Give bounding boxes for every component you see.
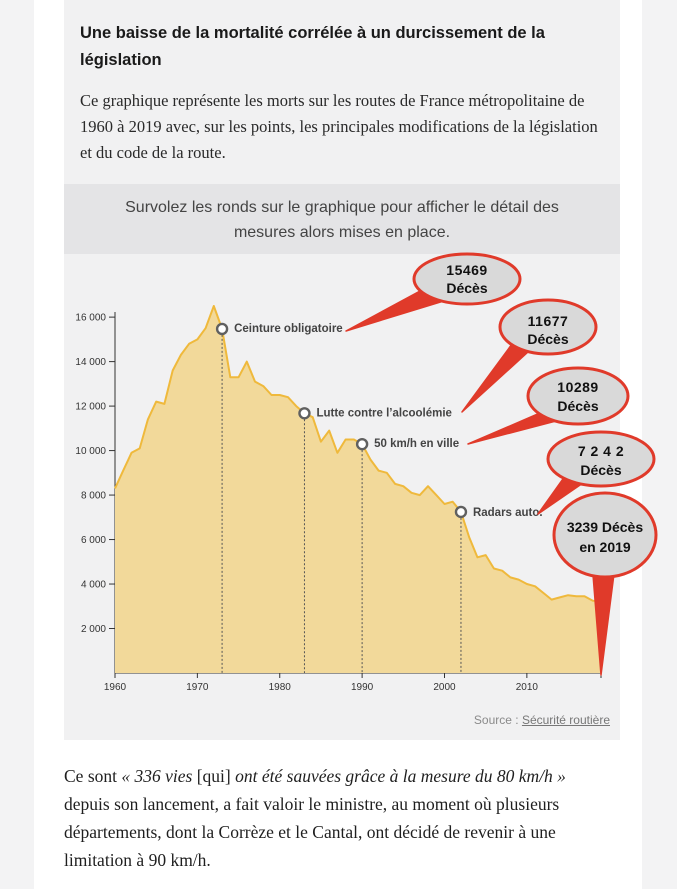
y-tick-label: 2 000 [81,624,106,635]
y-tick-label: 14 000 [75,357,106,368]
callout-caption: en 2019 [579,539,631,555]
death-callout: 3239 Décès en 2019 [552,491,658,676]
y-tick-label: 8 000 [81,491,106,502]
x-tick-label: 1960 [104,682,127,693]
paragraph-rest: depuis son lancement, a fait valoir le m… [64,794,560,870]
chart-heading: Une baisse de la mortalité corrélée à un… [80,24,545,69]
callout-value: 15469 [446,262,487,278]
marker-point [215,322,229,336]
callout-value: 7 2 4 2 [578,443,624,459]
callout-caption: Décès [527,331,568,347]
callout-bubble [526,366,630,426]
y-tick-label: 10 000 [75,446,106,457]
hover-hint: Survolez les ronds sur le graphique pour… [64,184,620,254]
marker-point [355,437,369,451]
callout-pointer [467,412,557,445]
y-tick-label: 6 000 [81,535,106,546]
quote-insert: [qui] [196,766,236,786]
callout-caption: Décès [580,462,621,478]
callout-value: 11677 [528,313,569,329]
x-tick-label: 2000 [433,682,456,693]
callout-pointer [461,343,529,413]
chart-intro: Ce graphique représente les morts sur le… [80,91,598,162]
callout-bubble [552,491,658,579]
y-tick-label: 12 000 [75,402,106,413]
x-tick-label: 1970 [186,682,209,693]
article-paragraph: Ce sont « 336 vies [qui] ont été sauvées… [64,766,566,870]
deaths-area [115,306,601,673]
quote-part-2: ont été sauvées grâce à la mesure du 80 … [235,766,566,786]
callout-bubble [412,252,522,306]
chart-source: Source : Sécurité routière [474,713,610,727]
death-callout: 15469 Décès [345,252,522,332]
marker-point [298,407,311,420]
hover-hint-text: Survolez les ronds sur le graphique pour… [125,199,559,241]
marker-label: Radars auto. [473,507,543,519]
callout-bubble [498,298,598,356]
death-callout: 10289 Décès [467,366,630,445]
marker-label: 50 km/h en ville [374,438,459,450]
marker-point [454,505,468,519]
x-tick-label: 1990 [351,682,374,693]
legislation-markers: Ceinture obligatoire Lutte contre l’alcoo… [215,322,543,673]
callout-value: 10289 [557,379,598,395]
y-tick-label: 16 000 [75,313,106,324]
callout-caption: Décès [557,398,598,414]
y-tick-label: 4 000 [81,580,106,591]
x-tick-label: 1980 [269,682,292,693]
callout-caption: Décès [446,280,487,296]
death-callout: 7 2 4 2 Décès [537,430,656,515]
marker-label: Ceinture obligatoire [234,323,343,335]
quote-part-1: « 336 vies [121,766,197,786]
x-tick-label: 2010 [516,682,539,693]
callout-bubble [546,430,656,488]
source-label: Source : [473,713,519,727]
source-link[interactable]: Sécurité routière [521,713,610,727]
callout-value: 3239 Décès [567,519,644,535]
death-callouts: 15469 Décès 11677 Décès 10289 Décès 7 2 4 2 Déc… [345,252,658,676]
marker-label: Lutte contre l’alcoolémie [316,407,451,419]
death-callout: 11677 Décès [461,298,598,413]
